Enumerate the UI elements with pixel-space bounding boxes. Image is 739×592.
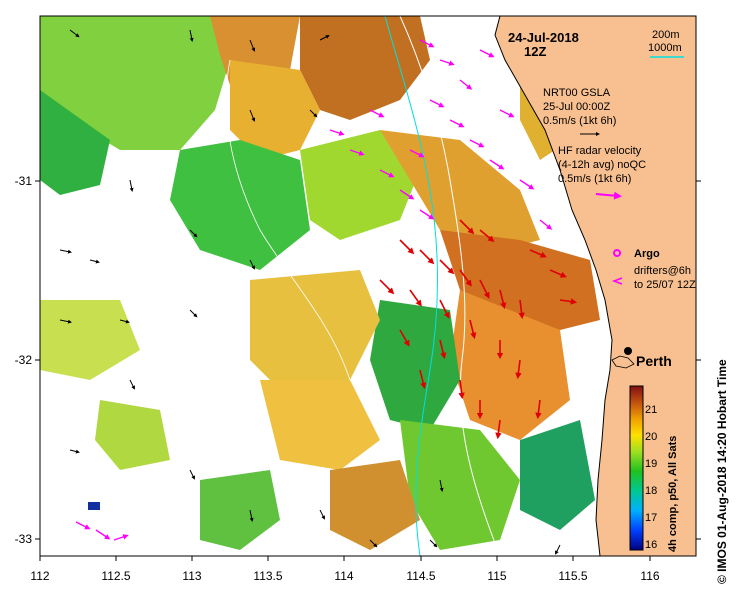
colorbar (629, 385, 644, 551)
current-arrows (379, 219, 578, 440)
city-label-perth: Perth (636, 353, 672, 369)
y-tick-32: -32 (15, 353, 33, 367)
contour-200m (399, 16, 501, 556)
x-axis: 112 112.5 113 113.5 114 114.5 115 115.5 … (30, 556, 660, 583)
argo-label: Argo (634, 248, 660, 260)
contour-legend-200: 200m (652, 29, 680, 41)
gsla-arrows (59, 29, 561, 555)
x-tick-115: 115 (487, 569, 506, 583)
drifters-label-1: drifters@6h (634, 265, 691, 277)
colorbar-tick-19: 19 (645, 458, 657, 470)
x-tick-114: 114 (334, 569, 353, 583)
radar-label-3: 0.5m/s (1kt 6h) (558, 173, 631, 185)
contour-1000m (384, 16, 438, 556)
colorbar-ticks: 16 17 18 19 20 21 (645, 404, 657, 551)
hf-radar-arrows (75, 39, 553, 541)
colorbar-tick-21: 21 (645, 404, 657, 416)
drifters-label-2: to 25/07 12Z (634, 279, 696, 291)
date-line-1: 24-Jul-2018 (508, 30, 579, 45)
credit-text: © IMOS 01-Aug-2018 14:20 Hobart Time (715, 359, 729, 584)
perth-marker (624, 347, 632, 355)
colorbar-tick-18: 18 (645, 485, 657, 497)
sst-field (40, 16, 600, 550)
colorbar-tick-17: 17 (645, 512, 657, 524)
contour-legend-1000: 1000m (648, 42, 682, 54)
land-mass (494, 16, 696, 556)
y-axis: -31 -32 -33 (15, 174, 701, 546)
gsla-label-1: NRT00 GSLA (543, 87, 611, 99)
x-tick-113: 113 (182, 569, 201, 583)
radar-label-2: (4-12h avg) noQC (558, 159, 646, 171)
colorbar-tick-16: 16 (645, 539, 657, 551)
y-tick-33: -33 (15, 532, 33, 546)
radar-label-1: HF radar velocity (558, 145, 642, 157)
x-tick-113-5: 113.5 (253, 569, 282, 583)
x-tick-114-5: 114.5 (406, 569, 435, 583)
x-tick-116: 116 (640, 569, 659, 583)
x-tick-115-5: 115.5 (558, 569, 587, 583)
colorbar-tick-20: 20 (645, 431, 657, 443)
y-tick-31: -31 (15, 174, 33, 188)
colorbar-title: 4h comp, p50, All Sats (667, 436, 679, 552)
gsla-label-3: 0.5m/s (1kt 6h) (543, 115, 616, 127)
x-tick-112-5: 112.5 (101, 569, 130, 583)
date-line-2: 12Z (524, 44, 546, 59)
gsla-label-2: 25-Jul 00:00Z (543, 101, 611, 113)
x-tick-112: 112 (30, 569, 49, 583)
